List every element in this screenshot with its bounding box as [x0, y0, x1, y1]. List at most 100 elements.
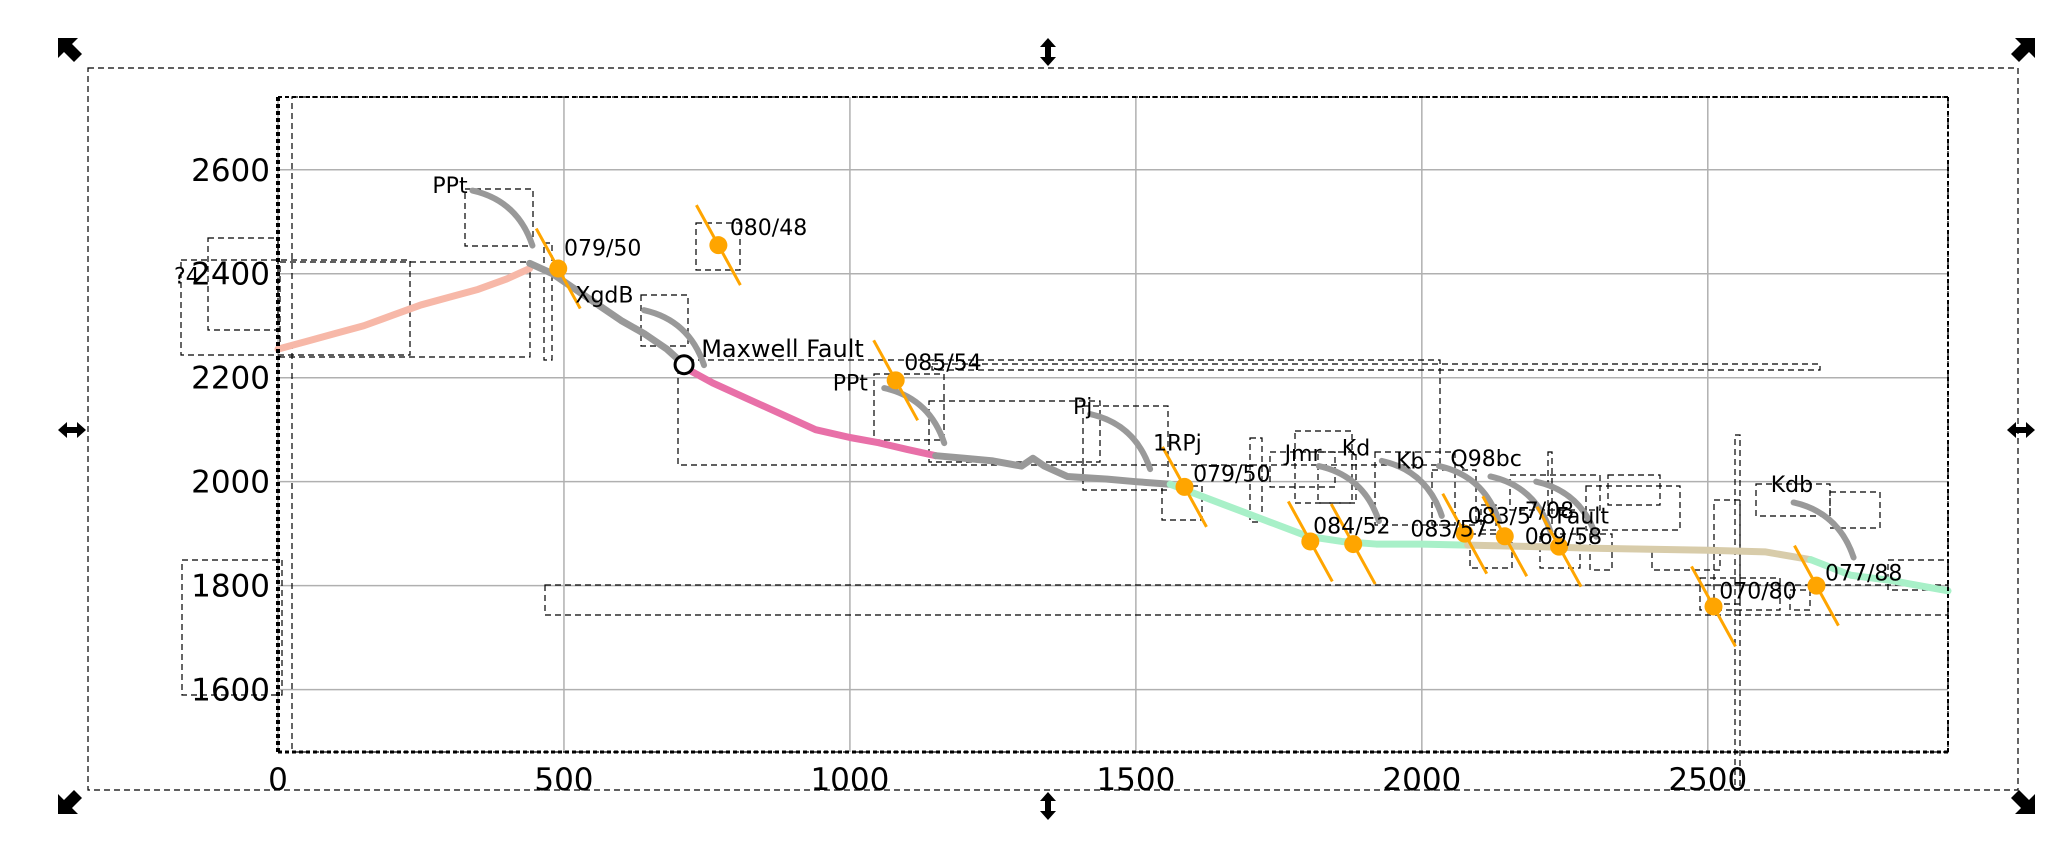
dashed-bounding-box	[1829, 491, 1881, 529]
dip-marker	[1455, 524, 1474, 543]
dashed-bounding-box	[1294, 430, 1353, 504]
annotation-label: Maxwell Fault	[701, 335, 864, 363]
annotation-label: 069/58	[1525, 525, 1602, 550]
dashed-bounding-box	[464, 188, 534, 247]
annotation-label: 7/08	[1525, 499, 1574, 524]
annotation-label: 084/52	[1313, 515, 1390, 540]
x-tick-label: 2500	[1668, 762, 1747, 798]
dashed-bounding-box	[928, 400, 1101, 463]
resize-handle-top-left[interactable]	[58, 38, 82, 62]
annotation-label: Pj	[1073, 395, 1092, 420]
annotation-label: Q98bc	[1450, 447, 1521, 472]
resize-handle-top[interactable]	[1040, 38, 1056, 66]
y-axis-label-partial: ?4	[174, 265, 200, 290]
fault-point-marker	[673, 354, 695, 376]
dashed-bounding-box	[291, 96, 1949, 753]
series-line-2	[680, 363, 940, 460]
unit-boundary-curve	[469, 187, 536, 249]
unit-boundary-curve	[641, 307, 708, 369]
unit-boundary-curve	[881, 385, 948, 447]
x-tick-label: 1500	[1096, 762, 1175, 798]
resize-handle-bottom-left-shape[interactable]	[58, 790, 82, 814]
resize-handle-left-shape[interactable]	[58, 422, 86, 438]
annotation-label: Kb	[1396, 450, 1424, 475]
resize-handle-right-shape[interactable]	[2007, 422, 2035, 438]
unit-boundary-curve	[1790, 499, 1857, 561]
annotation-label: 083/57	[1410, 517, 1487, 542]
annotation-labels: PPt 079/50 080/48 XgdB Maxwell Fault 085/54 PP…	[432, 174, 1902, 604]
x-tick-label: 0	[268, 762, 288, 798]
resize-handle-top-right-shape[interactable]	[2011, 38, 2035, 62]
annotation-label: 080/48	[730, 216, 807, 241]
annotation-label: PPt	[833, 372, 869, 397]
resize-handle-bottom-right[interactable]	[2011, 790, 2035, 814]
annotation-label: 083/5	[1468, 504, 1531, 529]
annotation-label: Jmr	[1283, 442, 1323, 467]
annotation-label: 079/50	[564, 237, 641, 262]
dashed-bounding-box	[180, 259, 411, 356]
series-line-0	[274, 265, 534, 353]
resize-handle-top-right[interactable]	[2011, 38, 2035, 62]
x-tick-label: 2000	[1382, 762, 1461, 798]
y-tick-label: 2000	[191, 465, 270, 501]
unit-boundary-curve	[1087, 411, 1154, 473]
dip-marker	[886, 371, 905, 390]
series-line-5	[1464, 541, 1815, 564]
dip-marker	[1550, 537, 1569, 556]
dip-marker	[709, 236, 728, 255]
structural-symbols	[534, 204, 1840, 648]
y-tick-label: 2600	[191, 153, 270, 189]
resize-handle-right[interactable]	[2007, 422, 2035, 438]
unit-boundary-curve	[1378, 457, 1445, 519]
dip-marker	[1807, 576, 1826, 595]
y-tick-label: 2200	[191, 361, 270, 397]
resize-handle-bottom[interactable]	[1040, 792, 1056, 820]
dip-marker	[549, 259, 568, 278]
dashed-bounding-box	[873, 373, 945, 441]
resize-handle-bottom-right-shape[interactable]	[2011, 790, 2035, 814]
y-tick-label: 1800	[191, 569, 270, 605]
dashed-bounding-box	[1317, 451, 1357, 504]
dip-marker	[1175, 477, 1194, 496]
annotation-label: 1RPj	[1153, 431, 1202, 456]
dashed-bounding-box	[1734, 434, 1741, 791]
dashed-bounding-box	[1585, 485, 1681, 531]
y-tick-label: 2400	[191, 257, 270, 293]
annotation-label: PPt	[432, 174, 468, 199]
dashed-bounding-box	[695, 222, 741, 271]
resize-handle-bottom-shape[interactable]	[1040, 792, 1056, 820]
selection-frame[interactable]	[58, 38, 2035, 820]
profile-series	[274, 187, 1952, 595]
unit-boundary-curve	[1533, 478, 1600, 540]
unit-boundary-curve	[1435, 463, 1502, 525]
annotation-label: 077/88	[1825, 561, 1902, 586]
dip-marker	[1301, 532, 1320, 551]
x-tick-label: 500	[534, 762, 593, 798]
dashed-bounding-box	[207, 237, 279, 331]
resize-handle-left[interactable]	[58, 422, 86, 438]
dashed-bounding-box	[931, 363, 1821, 371]
annotation-label: Kd	[1342, 437, 1370, 462]
resize-handle-top-shape[interactable]	[1040, 38, 1056, 66]
dashed-bounding-box	[1789, 589, 1811, 611]
dashed-bounding-box	[1539, 533, 1581, 569]
y-tick-label: 1600	[191, 673, 270, 709]
dashed-bounding-box	[1469, 533, 1513, 569]
resize-handle-bottom-left[interactable]	[58, 790, 82, 814]
dashed-bounding-box	[544, 584, 1949, 616]
annotation-label: XgdB	[575, 283, 633, 308]
dip-marker	[1704, 597, 1723, 616]
dashed-bounding-box	[1713, 499, 1741, 605]
resize-handle-top-left-shape[interactable]	[58, 38, 82, 62]
annotation-label: 070/80	[1719, 580, 1796, 605]
annotation-label: Kdb	[1771, 473, 1813, 498]
annotation-label: 085/54	[904, 351, 981, 376]
series-line-3	[932, 452, 1174, 488]
annotation-label: Fault	[1556, 504, 1609, 529]
dashed-bounding-box	[1607, 474, 1661, 506]
dashed-bounding-box	[677, 359, 1441, 466]
axis-tick-labels: 0 500 1000 1500 2000 2500 1600 1800 2000 2200 2400…	[174, 153, 1747, 798]
dashed-bounding-box	[1374, 451, 1456, 526]
dashed-bounding-box	[1509, 474, 1601, 511]
